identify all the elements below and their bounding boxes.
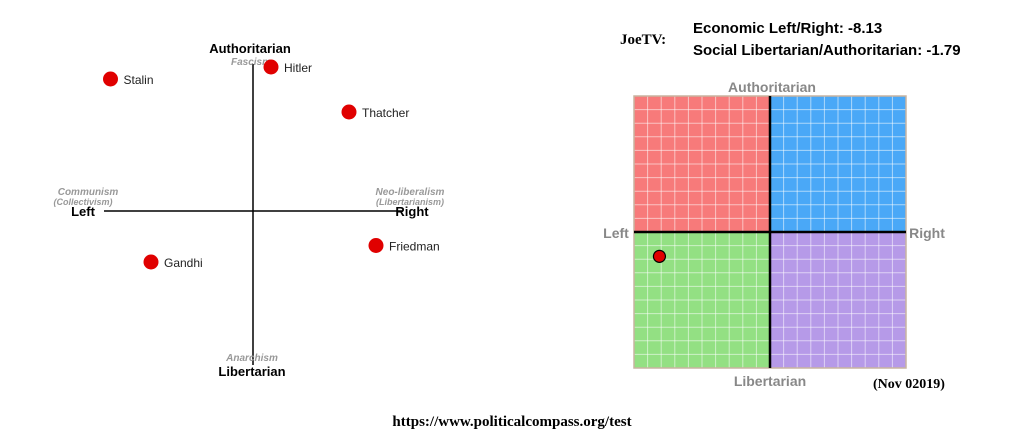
- economic-score: Economic Left/Right: -8.13: [693, 20, 883, 37]
- left-points-group: Stalin Hitler Thatcher Friedman Gandhi: [103, 59, 440, 270]
- axis-sublabel-left: Communism: [58, 187, 119, 198]
- figure-label: Hitler: [284, 61, 312, 75]
- axis-label-left: Left: [71, 204, 96, 219]
- right-points-group: [652, 249, 667, 263]
- axis-label-bottom: Libertarian: [218, 364, 285, 379]
- axis-label-top: Authoritarian: [209, 41, 291, 56]
- user-position-point: [652, 249, 667, 263]
- figure-point: [341, 104, 357, 120]
- figure-label: Friedman: [389, 240, 440, 254]
- axis-label-right: Right: [909, 225, 945, 241]
- axis-label-right: Right: [395, 204, 429, 219]
- grid-lines: [633, 95, 907, 369]
- figure-label: Gandhi: [164, 256, 203, 270]
- figure-label: Thatcher: [362, 106, 409, 120]
- axis-label-bottom: Libertarian: [734, 373, 806, 389]
- axis-sublabel-right-2: (Libertarianism): [376, 197, 444, 207]
- axis-label-top: Authoritarian: [728, 79, 816, 95]
- date-label: (Nov 02019): [873, 377, 945, 392]
- figure-point: [263, 59, 279, 75]
- axis-sublabel-left-2: (Collectivism): [53, 197, 112, 207]
- figure-point: [143, 254, 159, 270]
- user-name: JoeTV:: [620, 32, 667, 48]
- center-axes: [634, 96, 906, 368]
- user-compass: Authoritarian Libertarian Left Right: [603, 79, 945, 389]
- figure-point: [368, 238, 384, 253]
- axis-sublabel-right: Neo-liberalism: [376, 187, 445, 198]
- figure-point: [103, 71, 118, 87]
- axis-sublabel-bottom: Anarchism: [225, 353, 278, 364]
- axis-sublabel-top: Fascism: [231, 57, 271, 68]
- source-url: https://www.politicalcompass.org/test: [392, 414, 632, 430]
- social-score: Social Libertarian/Authoritarian: -1.79: [693, 42, 961, 59]
- famous-figures-compass: Authoritarian Fascism Anarchism Libertar…: [53, 41, 445, 379]
- figure-label: Stalin: [124, 73, 154, 87]
- axis-label-left: Left: [603, 225, 629, 241]
